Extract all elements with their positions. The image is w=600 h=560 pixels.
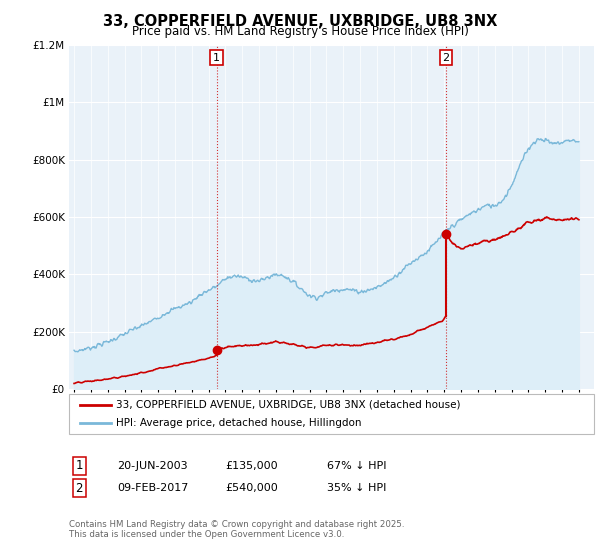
Text: 2: 2 <box>443 53 449 63</box>
Text: 09-FEB-2017: 09-FEB-2017 <box>117 483 188 493</box>
Text: 35% ↓ HPI: 35% ↓ HPI <box>327 483 386 493</box>
Text: 1: 1 <box>213 53 220 63</box>
Text: 1: 1 <box>76 459 83 473</box>
Text: 20-JUN-2003: 20-JUN-2003 <box>117 461 188 471</box>
Text: £540,000: £540,000 <box>225 483 278 493</box>
Text: 33, COPPERFIELD AVENUE, UXBRIDGE, UB8 3NX (detached house): 33, COPPERFIELD AVENUE, UXBRIDGE, UB8 3N… <box>116 400 461 409</box>
Text: Price paid vs. HM Land Registry's House Price Index (HPI): Price paid vs. HM Land Registry's House … <box>131 25 469 38</box>
Text: Contains HM Land Registry data © Crown copyright and database right 2025.
This d: Contains HM Land Registry data © Crown c… <box>69 520 404 539</box>
Text: HPI: Average price, detached house, Hillingdon: HPI: Average price, detached house, Hill… <box>116 418 362 428</box>
FancyBboxPatch shape <box>69 394 594 434</box>
Text: 67% ↓ HPI: 67% ↓ HPI <box>327 461 386 471</box>
Text: 2: 2 <box>76 482 83 495</box>
Text: 33, COPPERFIELD AVENUE, UXBRIDGE, UB8 3NX: 33, COPPERFIELD AVENUE, UXBRIDGE, UB8 3N… <box>103 14 497 29</box>
Text: £135,000: £135,000 <box>225 461 278 471</box>
